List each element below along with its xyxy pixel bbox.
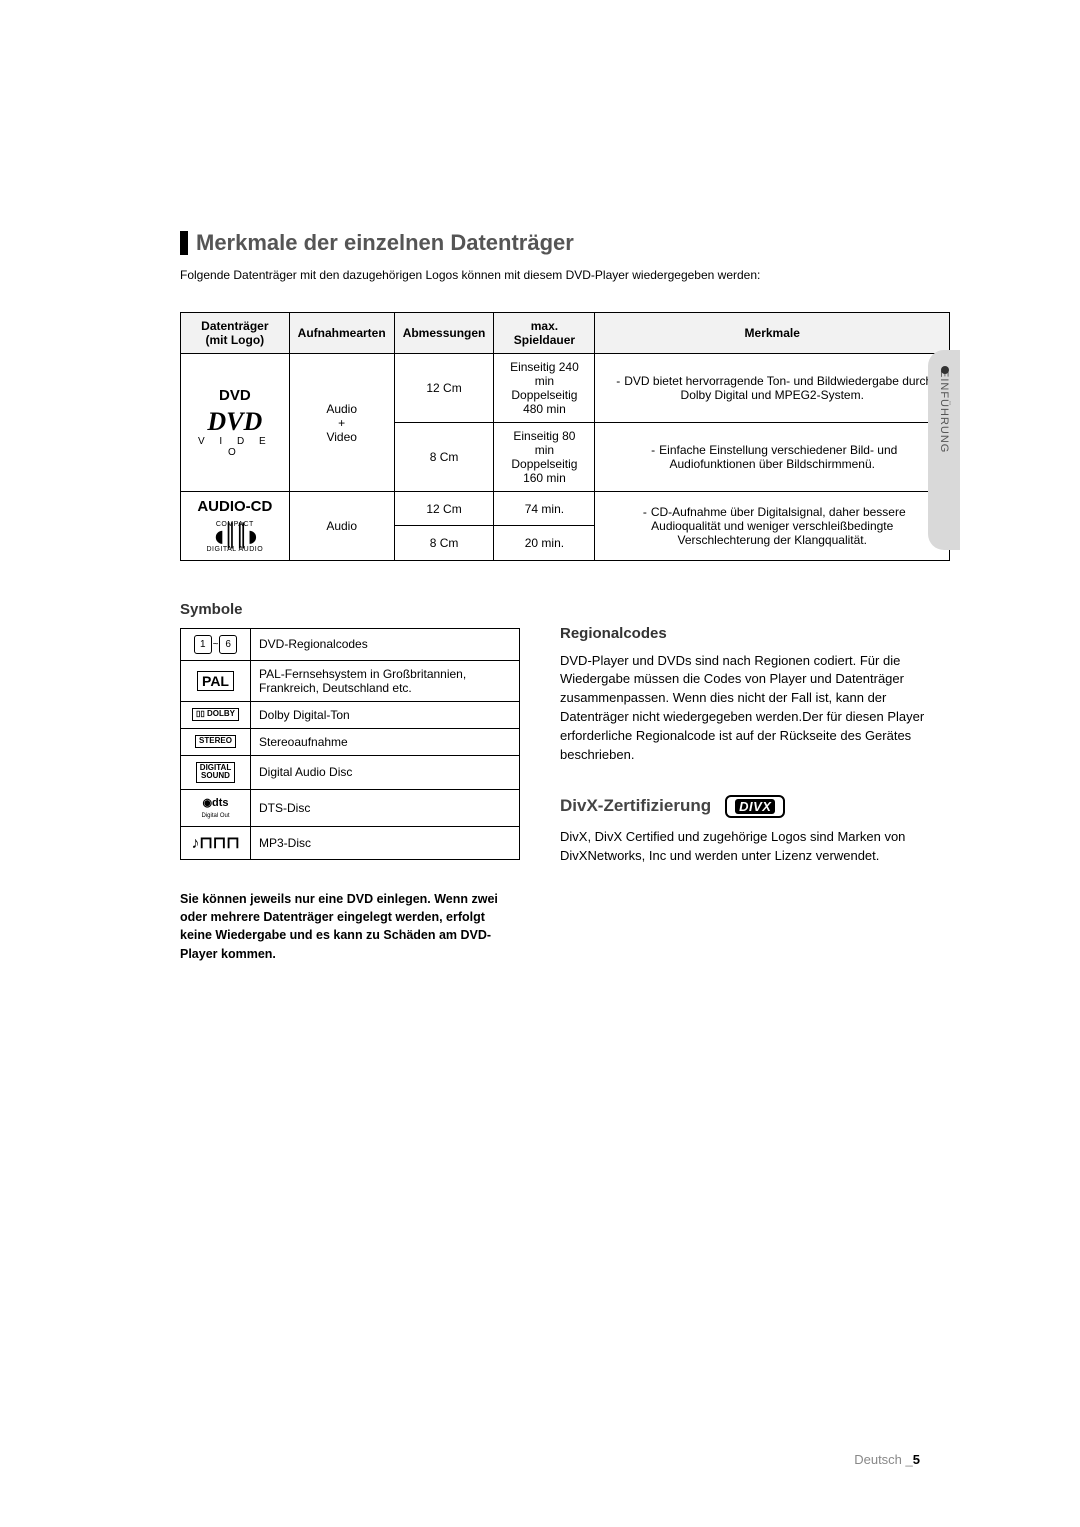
dolby-icon: ▯▯ DOLBY [181,701,251,728]
dvd-feat-1-text: Einfache Einstellung verschiedener Bild-… [659,443,897,471]
sym-text-1: PAL-Fernsehsystem in Großbritannien, Fra… [251,660,520,701]
cd-dur-1: 20 min. [494,526,595,560]
sym-row: ♪⊓⊓⊓ MP3-Disc [181,827,520,860]
cd-feat: -CD-Aufnahme über Digitalsignal, daher b… [595,492,950,561]
footer-lang: Deutsch _ [854,1452,913,1467]
sym-text-2: Dolby Digital-Ton [251,701,520,728]
dvd-feat-0: -DVD bietet hervorragende Ton- und Bildw… [595,354,950,423]
stereo-icon: STEREO [181,728,251,755]
sym-text-0: DVD-Regionalcodes [251,628,520,660]
side-tab-label: EINFÜHRUNG [938,370,950,453]
disc-table: Datenträger (mit Logo) Aufnahmearten Abm… [180,312,950,561]
cd-logo-bottom: DIGITAL AUDIO [206,546,263,553]
table-row: AUDIO-CD COMPACT ◖║║◗ DIGITAL AUDIO Audi… [181,492,950,526]
section-title: Merkmale der einzelnen Datenträger [196,230,574,256]
sym-row: PAL PAL-Fernsehsystem in Großbritannien,… [181,660,520,701]
right-column: Regionalcodes DVD-Player und DVDs sind n… [560,601,950,963]
th-size: Abmessungen [394,313,494,354]
dvd-rec: Audio + Video [289,354,394,492]
cd-logo-icon: COMPACT ◖║║◗ DIGITAL AUDIO [206,521,263,553]
region-code-icon: 1~6 [181,628,251,660]
sym-row: 1~6 DVD-Regionalcodes [181,628,520,660]
cd-logo-cell: AUDIO-CD COMPACT ◖║║◗ DIGITAL AUDIO [181,492,290,561]
section-bar-icon [180,231,188,255]
dvd-feat-0-text: DVD bietet hervorragende Ton- und Bildwi… [624,374,932,402]
divx-head: DivX-Zertifizierung [560,796,711,816]
warning-text: Sie können jeweils nur eine DVD einlegen… [180,890,520,963]
dvd-dur-1: Einseitig 80 min Doppelseitig 160 min [494,423,595,492]
sym-row: STEREO Stereoaufnahme [181,728,520,755]
side-tab-dot [941,366,949,374]
cd-size-1: 8 Cm [394,526,494,560]
symbols-head: Symbole [180,601,520,618]
dvd-title: DVD [189,387,281,404]
dvd-logo-cell: DVD DVD V I D E O [181,354,290,492]
mp3-icon: ♪⊓⊓⊓ [181,827,251,860]
pal-icon: PAL [181,660,251,701]
cd-dur-0: 74 min. [494,492,595,526]
regionalcodes-head: Regionalcodes [560,625,950,642]
regionalcodes-body: DVD-Player und DVDs sind nach Regionen c… [560,652,950,765]
side-tab: EINFÜHRUNG [928,350,960,550]
th-feat: Merkmale [595,313,950,354]
symbols-table: 1~6 DVD-Regionalcodes PAL PAL-Fernsehsys… [180,628,520,861]
cd-title: AUDIO-CD [189,498,281,515]
table-header-row: Datenträger (mit Logo) Aufnahmearten Abm… [181,313,950,354]
table-row: DVD DVD V I D E O Audio + Video 12 Cm Ei… [181,354,950,423]
cd-feat-text: CD-Aufnahme über Digitalsignal, daher be… [651,505,906,547]
sym-row: DIGITALSOUND Digital Audio Disc [181,755,520,790]
sym-text-4: Digital Audio Disc [251,755,520,790]
sym-text-6: MP3-Disc [251,827,520,860]
section-header: Merkmale der einzelnen Datenträger [180,230,950,256]
sym-text-3: Stereoaufnahme [251,728,520,755]
sym-text-5: DTS-Disc [251,790,520,827]
divx-logo-icon: DIVX [725,795,785,818]
cd-rec: Audio [289,492,394,561]
footer-page: 5 [913,1452,920,1467]
divx-body: DivX, DivX Certified und zugehörige Logo… [560,828,950,866]
digital-sound-icon: DIGITALSOUND [181,755,251,790]
dvd-logo-icon: DVD [189,410,281,433]
dvd-feat-1: -Einfache Einstellung verschiedener Bild… [595,423,950,492]
two-column-region: Symbole 1~6 DVD-Regionalcodes PAL PAL-Fe… [180,601,950,963]
cd-size-0: 12 Cm [394,492,494,526]
dts-icon: ◉dtsDigital Out [181,790,251,827]
sym-row: ◉dtsDigital Out DTS-Disc [181,790,520,827]
section-intro: Folgende Datenträger mit den dazugehörig… [180,268,950,282]
cd-bars-icon: ◖║║◗ [206,528,263,546]
left-column: Symbole 1~6 DVD-Regionalcodes PAL PAL-Fe… [180,601,520,963]
th-rec: Aufnahmearten [289,313,394,354]
page-footer: Deutsch _5 [854,1452,920,1467]
divx-heading-row: DivX-Zertifizierung DIVX [560,795,950,818]
dvd-size-1: 8 Cm [394,423,494,492]
dvd-size-0: 12 Cm [394,354,494,423]
sym-row: ▯▯ DOLBY Dolby Digital-Ton [181,701,520,728]
dvd-logo-sub: V I D E O [189,436,281,458]
th-disc: Datenträger (mit Logo) [181,313,290,354]
dvd-dur-0: Einseitig 240 min Doppelseitig 480 min [494,354,595,423]
th-dur: max. Spieldauer [494,313,595,354]
